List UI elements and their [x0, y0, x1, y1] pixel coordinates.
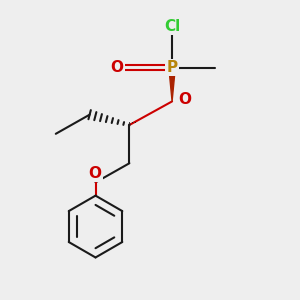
Text: O: O — [88, 166, 101, 181]
Text: O: O — [110, 60, 124, 75]
Text: O: O — [178, 92, 191, 107]
Text: Cl: Cl — [164, 19, 180, 34]
Text: ···: ··· — [128, 118, 137, 128]
Text: P: P — [167, 60, 178, 75]
Polygon shape — [169, 68, 175, 101]
